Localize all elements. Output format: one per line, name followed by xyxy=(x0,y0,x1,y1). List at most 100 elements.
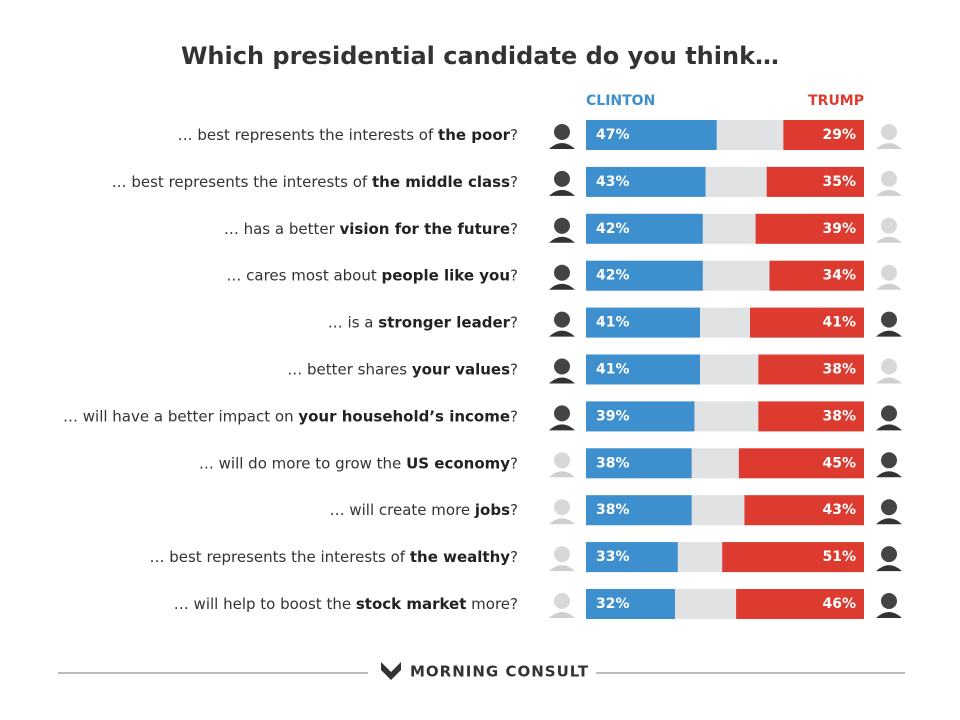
value-label: 47% xyxy=(596,127,630,143)
portrait-body xyxy=(876,283,902,290)
portrait xyxy=(549,311,575,337)
value-label: 45% xyxy=(822,455,856,471)
value-label: 42% xyxy=(596,221,630,237)
category-part: more? xyxy=(466,595,518,613)
category-part: your values xyxy=(412,360,510,378)
value-label: 29% xyxy=(822,127,856,143)
category-part: … will help to boost the xyxy=(174,595,356,613)
bar-right xyxy=(750,307,864,338)
portrait xyxy=(549,124,575,149)
category-label: … best represents the interests of the m… xyxy=(112,172,518,190)
portrait-body xyxy=(549,424,575,431)
category-label: … will help to boost the stock market mo… xyxy=(174,595,518,613)
portrait xyxy=(876,546,902,572)
category-part: ? xyxy=(510,266,518,284)
legend-left: CLINTON xyxy=(586,93,655,109)
category-part: ? xyxy=(510,313,518,331)
bar-right xyxy=(758,354,864,385)
portrait xyxy=(549,546,575,572)
bar-left xyxy=(586,120,717,150)
portrait-head xyxy=(554,170,570,187)
portrait-head xyxy=(554,311,570,328)
value-label: 35% xyxy=(822,174,856,190)
category-part: ? xyxy=(510,501,518,519)
portrait-body xyxy=(549,518,575,525)
bar-right xyxy=(769,260,864,291)
category-part: … better shares xyxy=(287,360,412,378)
value-label: 38% xyxy=(596,502,630,518)
portrait-head xyxy=(881,452,897,469)
category-label: … cares most about people like you? xyxy=(226,266,518,284)
portrait xyxy=(549,217,575,243)
portrait-body xyxy=(549,189,575,196)
bar-left xyxy=(586,401,695,432)
portrait-head xyxy=(554,499,570,516)
footer-brand: MORNING CONSULT xyxy=(410,663,589,681)
chart-title: Which presidential candidate do you thin… xyxy=(181,42,779,70)
value-label: 38% xyxy=(822,408,856,424)
category-part: the middle class xyxy=(372,172,510,190)
portrait-head xyxy=(881,405,897,422)
category-label: … will do more to grow the US economy? xyxy=(199,454,518,472)
category-part: ? xyxy=(510,360,518,378)
portrait-body xyxy=(876,471,902,478)
category-part: stock market xyxy=(356,595,467,613)
bar-left xyxy=(586,495,692,526)
bar-right xyxy=(744,495,864,526)
value-label: 34% xyxy=(822,268,856,284)
category-part: … will create more xyxy=(330,501,475,519)
category-part: jobs xyxy=(474,501,510,519)
portrait xyxy=(876,217,902,243)
portrait-head xyxy=(881,311,897,328)
bar-left xyxy=(586,354,700,385)
category-part: … will do more to grow the xyxy=(199,454,406,472)
portrait-head xyxy=(881,593,897,609)
portrait-head xyxy=(554,405,570,422)
portrait xyxy=(549,405,575,431)
category-label: … will create more jobs? xyxy=(330,501,518,519)
value-label: 43% xyxy=(596,174,630,190)
portrait-body xyxy=(876,518,902,525)
portrait xyxy=(876,170,902,196)
value-label: 38% xyxy=(822,362,856,378)
value-label: 41% xyxy=(596,362,630,378)
category-part: … is a xyxy=(328,313,378,331)
portrait-head xyxy=(881,124,897,140)
value-label: 32% xyxy=(596,596,630,612)
category-part: … will have a better impact on xyxy=(63,407,298,425)
portrait-body xyxy=(549,471,575,478)
category-part: … best represents the interests of xyxy=(149,548,409,566)
portrait-body xyxy=(549,236,575,243)
bar-left xyxy=(586,307,700,338)
category-label: … will have a better impact on your hous… xyxy=(63,407,518,425)
category-label: … best represents the interests of the p… xyxy=(178,126,518,144)
category-part: ? xyxy=(510,126,518,144)
portrait xyxy=(876,311,902,337)
portrait-body xyxy=(549,283,575,290)
category-label: … best represents the interests of the w… xyxy=(149,548,518,566)
portrait xyxy=(876,593,902,618)
bar-left xyxy=(586,166,706,197)
bar-right xyxy=(783,120,864,150)
portrait xyxy=(549,499,575,525)
value-label: 41% xyxy=(596,315,630,331)
portrait xyxy=(876,124,902,149)
category-part: ? xyxy=(510,219,518,237)
portrait-body xyxy=(876,565,902,572)
portrait-body xyxy=(549,143,575,149)
value-label: 51% xyxy=(822,549,856,565)
portrait xyxy=(549,170,575,196)
category-part: … has a better xyxy=(224,219,340,237)
value-label: 41% xyxy=(822,315,856,331)
portrait xyxy=(876,358,902,384)
portrait-body xyxy=(876,424,902,431)
portrait-head xyxy=(881,358,897,375)
bar-left xyxy=(586,260,703,291)
category-part: … best represents the interests of xyxy=(112,172,372,190)
bar-left xyxy=(586,448,692,479)
bar-right xyxy=(758,401,864,432)
category-part: vision for the future xyxy=(340,219,511,237)
portrait-body xyxy=(549,612,575,618)
portrait xyxy=(549,452,575,478)
portrait-body xyxy=(549,565,575,572)
